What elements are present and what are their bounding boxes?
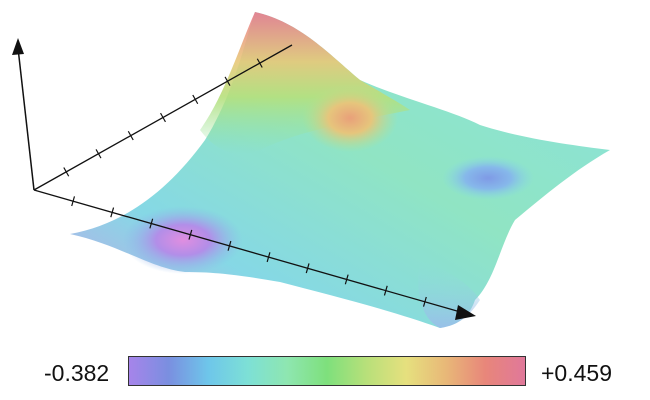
y-axis-tick xyxy=(224,76,231,86)
x-axis-tick xyxy=(266,252,271,263)
colorbar-max-label: +0.459 xyxy=(541,360,612,386)
surface-pit-left xyxy=(123,206,243,274)
x-axis-arrowhead xyxy=(455,305,476,320)
x-axis-tick xyxy=(344,274,349,285)
y-axis-tick xyxy=(160,112,166,123)
x-axis-tick xyxy=(422,296,427,307)
surface-plot xyxy=(12,12,610,328)
z-axis xyxy=(17,47,35,191)
y-axis-tick xyxy=(95,149,102,159)
y-axis-ticks xyxy=(63,58,263,177)
colorbar xyxy=(128,356,526,386)
z-axis-arrowhead xyxy=(12,38,24,55)
x-axis-ticks xyxy=(71,196,427,307)
x-axis xyxy=(33,189,465,314)
x-axis-tick xyxy=(188,229,193,240)
x-axis-tick xyxy=(71,196,76,207)
x-axis-tick xyxy=(305,263,310,274)
y-axis-tick xyxy=(127,130,134,141)
x-axis-tick xyxy=(383,285,388,296)
y-axis-tick xyxy=(256,58,263,68)
x-axis-tick xyxy=(227,240,232,251)
y-axis-tick xyxy=(63,167,70,177)
colorbar-min-label: -0.382 xyxy=(44,360,110,386)
surface-pit-right xyxy=(442,156,534,200)
x-axis-tick xyxy=(110,207,115,218)
surface-peak xyxy=(302,84,398,152)
y-axis-tick xyxy=(192,94,199,105)
x-axis-tick xyxy=(149,218,154,229)
